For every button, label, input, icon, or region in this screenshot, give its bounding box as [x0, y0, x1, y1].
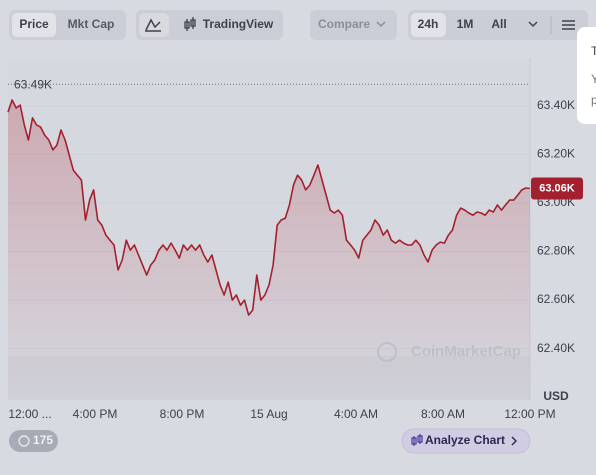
y-tick-label: 63.40K	[537, 98, 575, 112]
price-tab[interactable]	[12, 13, 56, 37]
x-tick-label: 12:00 ...	[8, 407, 51, 421]
x-tick-label: 4:00 AM	[334, 407, 378, 421]
compare-label: Compare	[318, 17, 370, 31]
candle-icon	[184, 17, 196, 31]
analyze-button[interactable]	[401, 428, 531, 454]
price-line	[7, 99, 531, 316]
history-icon	[18, 435, 30, 447]
badge-count: 175	[33, 433, 53, 447]
badge[interactable]	[9, 430, 58, 452]
popup-text: p	[591, 93, 596, 107]
x-tick-label: 8:00 PM	[160, 407, 205, 421]
settings-icon[interactable]	[562, 20, 575, 30]
y-tick-label: 63.20K	[537, 147, 575, 161]
y-tick-label: 62.80K	[537, 244, 575, 258]
popup-text: T	[591, 44, 596, 58]
x-tick-label: 4:00 PM	[73, 407, 118, 421]
range-group	[408, 10, 588, 40]
range-label[interactable]: All	[491, 17, 506, 31]
analyze-chevron	[511, 436, 517, 446]
compare-button[interactable]	[310, 10, 397, 40]
popup	[577, 27, 596, 124]
chevron	[376, 21, 386, 28]
watermark-logo	[377, 342, 397, 362]
range-active[interactable]	[411, 13, 446, 37]
current-price-label: 63.06K	[539, 182, 575, 194]
high-label: 63.49K	[14, 77, 52, 91]
analyze-label: Analyze Chart	[425, 433, 505, 447]
analyze-icon	[411, 434, 423, 446]
tradingview-label[interactable]: TradingView	[203, 17, 274, 31]
y-tick-label: 62.60K	[537, 292, 575, 306]
current-price-tag	[531, 177, 583, 200]
chart-type-group	[136, 10, 283, 40]
line-icon	[145, 18, 161, 32]
popup-text: Y	[591, 72, 596, 86]
x-tick-label: 15 Aug	[250, 407, 287, 421]
area	[8, 100, 530, 400]
y-tick-label: 62.40K	[537, 341, 575, 355]
mktcap-tab-label[interactable]: Mkt Cap	[68, 17, 115, 31]
range-dropdown[interactable]	[528, 21, 538, 28]
x-tick-label: 8:00 AM	[421, 407, 465, 421]
watermark: CoinMarketCap	[411, 343, 521, 360]
x-tick-label: 12:00 PM	[504, 407, 555, 421]
y-unit: USD	[543, 389, 569, 403]
price-tab-label: Price	[19, 17, 49, 31]
range-label[interactable]: 24h	[418, 17, 439, 31]
range-label[interactable]: 1M	[457, 17, 474, 31]
